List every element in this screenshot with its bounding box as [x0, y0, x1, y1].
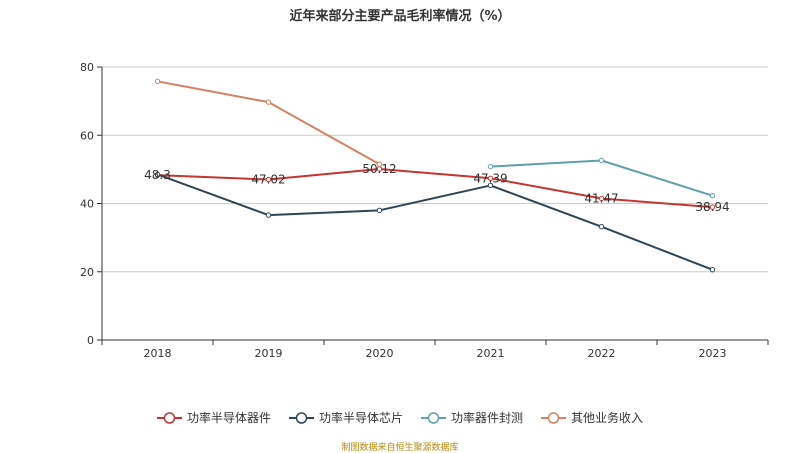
data-point: [265, 212, 272, 218]
axes: 0 20 40 60 80 2018 2019 2020 2021 2022 2023: [80, 61, 769, 360]
legend: 功率半导体器件 功率半导体芯片 功率器件封测 其他业务收入: [0, 409, 800, 426]
data-label: 47.39: [473, 171, 507, 185]
y-tick-label: 80: [80, 61, 94, 74]
data-point: [487, 182, 494, 189]
x-tick-label: 2021: [477, 347, 505, 360]
data-point: [487, 163, 494, 170]
legend-item-3[interactable]: 功率器件封测: [421, 409, 523, 426]
legend-item-2[interactable]: 功率半导体芯片: [288, 409, 403, 426]
grid-lines: [102, 66, 768, 273]
x-tick-label: 2022: [588, 347, 616, 360]
data-point: [265, 99, 272, 105]
legend-label: 功率半导体芯片: [318, 411, 403, 425]
data-label: 47.02: [251, 173, 285, 187]
legend-item-1[interactable]: 功率半导体器件: [156, 409, 271, 426]
source-note: 制图数据来自恒生聚源数据库: [341, 443, 459, 453]
data-point: [154, 171, 161, 178]
series-line-4: [157, 80, 380, 166]
series-line-1: [157, 167, 713, 209]
y-tick-label: 0: [87, 334, 94, 347]
data-labels: 48.3 47.02 50.12 47.39 41.47 38.94: [144, 162, 730, 214]
series-line-2: [157, 173, 713, 271]
data-label: 48.3: [144, 168, 171, 182]
y-tick-label: 60: [80, 129, 94, 142]
series-line-3: [490, 159, 713, 197]
data-label: 50.12: [362, 162, 396, 176]
y-tick-label: 20: [80, 266, 94, 279]
data-point: [709, 204, 716, 210]
legend-item-4[interactable]: 其他业务收入: [541, 409, 643, 426]
series-lines: [154, 78, 716, 273]
data-point: [376, 161, 383, 167]
data-point: [598, 195, 605, 202]
x-tick-label: 2023: [699, 347, 727, 360]
y-tick-label: 40: [80, 198, 94, 211]
legend-line-marker-icon: [156, 411, 182, 424]
data-label: 41.47: [584, 191, 618, 205]
legend-label: 功率半导体器件: [186, 411, 271, 425]
legend-line-marker-icon: [541, 411, 567, 424]
x-tick-label: 2019: [255, 347, 283, 360]
data-point: [598, 157, 605, 164]
data-point: [154, 78, 161, 85]
data-point: [709, 267, 716, 273]
data-point: [376, 207, 383, 214]
legend-label: 功率器件封测: [451, 411, 524, 425]
legend-label: 其他业务收入: [571, 411, 644, 425]
data-point: [709, 192, 716, 199]
legend-line-marker-icon: [288, 411, 314, 424]
x-tick-label: 2020: [366, 347, 394, 360]
data-label: 38.94: [695, 200, 729, 214]
x-tick-label: 2018: [144, 347, 172, 360]
data-point: [487, 175, 494, 181]
legend-line-marker-icon: [421, 411, 446, 424]
chart-title: 近年来部分主要产品毛利率情况（%）: [289, 9, 511, 24]
data-point: [265, 176, 272, 183]
data-point: [598, 224, 605, 230]
